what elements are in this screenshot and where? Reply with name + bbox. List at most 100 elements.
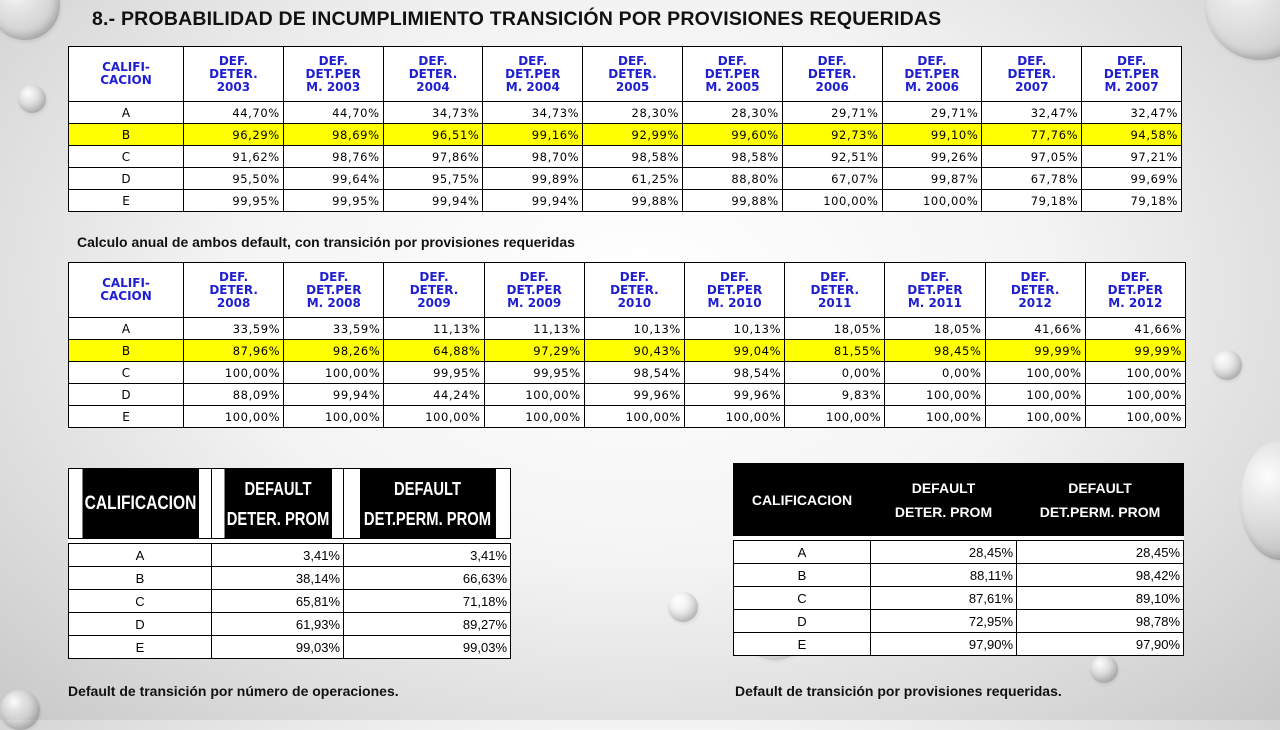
header-line: DET.PER bbox=[306, 282, 362, 297]
header-line: DET.PER bbox=[1103, 66, 1160, 81]
value-cell: 99,87% bbox=[881, 167, 983, 190]
value-cell: 98,45% bbox=[884, 339, 986, 362]
annual-default-table-2008-2012: CALIFI- CACION DEF. DETER. 2008 DEF. DET.PER M.… bbox=[68, 262, 1186, 428]
header-line: DET.PER bbox=[907, 282, 963, 297]
value-cell: 96,29% bbox=[183, 123, 284, 146]
header-line: DET.PER bbox=[706, 282, 763, 297]
header-line: DET.PER bbox=[505, 66, 561, 81]
header-line: DETER. bbox=[810, 282, 859, 297]
value-cell: 33,59% bbox=[283, 317, 385, 340]
value-cell: 99,94% bbox=[382, 189, 484, 212]
table-row: A 44,70% 44,70% 34,73% 34,73% 28,30% 28,30% 29,… bbox=[68, 101, 1182, 124]
value-cell: 44,70% bbox=[282, 101, 384, 124]
value-cell: 32,47% bbox=[1081, 101, 1182, 124]
column-header: DEF. DET.PER M. 2007 bbox=[1081, 46, 1182, 102]
value-cell: 87,61% bbox=[870, 586, 1017, 610]
header-line: 2008 bbox=[216, 295, 251, 310]
table-row: B 96,29% 98,69% 96,51% 99,16% 92,99% 99,60% 92,… bbox=[68, 123, 1182, 146]
column-header: DEFAULT DET.PERM. PROM bbox=[358, 468, 496, 539]
rating-cell: C bbox=[68, 361, 184, 384]
header-line: CACION bbox=[100, 73, 152, 87]
value-cell: 99,03% bbox=[211, 635, 344, 659]
column-header: DEF. DET.PER M. 2009 bbox=[483, 262, 585, 318]
table-row: A 33,59% 33,59% 11,13% 11,13% 10,13% 10,13% 18,… bbox=[68, 317, 1186, 340]
column-header: DEF. DETER. 2012 bbox=[984, 262, 1086, 318]
header-calificacion: CALIFICACION bbox=[733, 463, 871, 536]
value-cell: 100,00% bbox=[884, 405, 986, 428]
value-cell: 100,00% bbox=[483, 383, 585, 406]
header-line: M. 2004 bbox=[505, 79, 560, 94]
header-line: DEF. bbox=[519, 269, 549, 284]
value-cell: 96,51% bbox=[382, 123, 484, 146]
value-cell: 99,88% bbox=[681, 189, 783, 212]
table-row: A 28,45% 28,45% bbox=[733, 540, 1184, 564]
column-header: DEF. DET.PER M. 2010 bbox=[683, 262, 786, 318]
value-cell: 95,50% bbox=[183, 167, 284, 190]
header-line: DEF. bbox=[218, 53, 248, 68]
value-cell: 99,04% bbox=[683, 339, 786, 362]
operations-table-caption: Default de transición por número de oper… bbox=[68, 683, 399, 699]
header-line: M. 2007 bbox=[1104, 79, 1159, 94]
table-row: C 65,81% 71,18% bbox=[68, 589, 511, 613]
table-row: D 88,09% 99,94% 44,24% 100,00% 99,96% 99,96% 9,… bbox=[68, 383, 1186, 406]
value-cell: 99,95% bbox=[183, 189, 284, 212]
header-line: M. 2003 bbox=[306, 79, 361, 94]
rating-cell: D bbox=[68, 383, 184, 406]
value-cell: 28,30% bbox=[582, 101, 683, 124]
column-header: DEF. DET.PER M. 2004 bbox=[482, 46, 584, 102]
value-cell: 100,00% bbox=[182, 361, 285, 384]
header-line: DEF. bbox=[318, 53, 348, 68]
avg-default-by-operations-table: CALIFICACION DEFAULT DETER. PROM DEFAULT D… bbox=[68, 468, 511, 659]
value-cell: 28,30% bbox=[681, 101, 783, 124]
value-cell: 99,94% bbox=[283, 383, 385, 406]
column-header: DEF. DET.PER M. 2012 bbox=[1084, 262, 1186, 318]
water-drop-decoration bbox=[1205, 0, 1280, 60]
header-line: M. 2005 bbox=[705, 79, 760, 94]
header-line: DET.PER bbox=[904, 66, 960, 81]
header-spacer bbox=[68, 538, 511, 544]
value-cell: 99,99% bbox=[1084, 339, 1186, 362]
value-cell: 29,71% bbox=[781, 101, 883, 124]
value-cell: 88,80% bbox=[681, 167, 783, 190]
water-drop-decoration bbox=[1090, 655, 1118, 683]
column-header: DEF. DETER. 2008 bbox=[182, 262, 285, 318]
rating-cell: C bbox=[68, 589, 212, 613]
value-cell: 100,00% bbox=[583, 405, 685, 428]
value-cell: 44,70% bbox=[183, 101, 284, 124]
provisions-table-caption: Default de transición por provisiones re… bbox=[735, 683, 1062, 699]
table-row: C 91,62% 98,76% 97,86% 98,70% 98,58% 98,58% 92,… bbox=[68, 145, 1182, 168]
value-cell: 100,00% bbox=[781, 189, 883, 212]
rating-cell: E bbox=[68, 405, 184, 428]
value-cell: 98,42% bbox=[1016, 563, 1184, 587]
header-calificacion: CALIFICACION bbox=[80, 468, 200, 539]
rating-cell: B bbox=[68, 339, 184, 362]
header-calificacion: CALIFI- CACION bbox=[68, 262, 184, 318]
header-line: DEF. bbox=[1116, 53, 1147, 68]
value-cell: 29,71% bbox=[881, 101, 983, 124]
value-cell: 99,03% bbox=[343, 635, 511, 659]
value-cell: 100,00% bbox=[784, 405, 886, 428]
value-cell: 97,29% bbox=[483, 339, 585, 362]
header-line: DETER. bbox=[608, 66, 657, 81]
value-cell: 28,45% bbox=[870, 540, 1017, 564]
header-line: 2009 bbox=[417, 295, 451, 310]
header-line: DEF. bbox=[518, 53, 548, 68]
rating-cell: E bbox=[733, 632, 871, 656]
column-header: DEF. DET.PER M. 2008 bbox=[283, 262, 385, 318]
header-line: DEF. bbox=[1120, 269, 1150, 284]
water-drop-decoration bbox=[1240, 440, 1280, 560]
value-cell: 100,00% bbox=[283, 405, 385, 428]
value-cell: 97,90% bbox=[870, 632, 1017, 656]
table-row: B 38,14% 66,63% bbox=[68, 566, 511, 590]
value-cell: 100,00% bbox=[182, 405, 285, 428]
value-cell: 98,69% bbox=[282, 123, 384, 146]
rating-cell: C bbox=[733, 586, 871, 610]
value-cell: 66,63% bbox=[343, 566, 511, 590]
header-line: 2004 bbox=[416, 79, 450, 94]
water-drop-decoration bbox=[0, 690, 40, 730]
column-header: DEF. DETER. 2011 bbox=[784, 262, 886, 318]
value-cell: 99,94% bbox=[482, 189, 584, 212]
header-line: DEF. bbox=[419, 269, 449, 284]
value-cell: 97,90% bbox=[1016, 632, 1184, 656]
header-line: CALIFI- bbox=[102, 60, 150, 74]
